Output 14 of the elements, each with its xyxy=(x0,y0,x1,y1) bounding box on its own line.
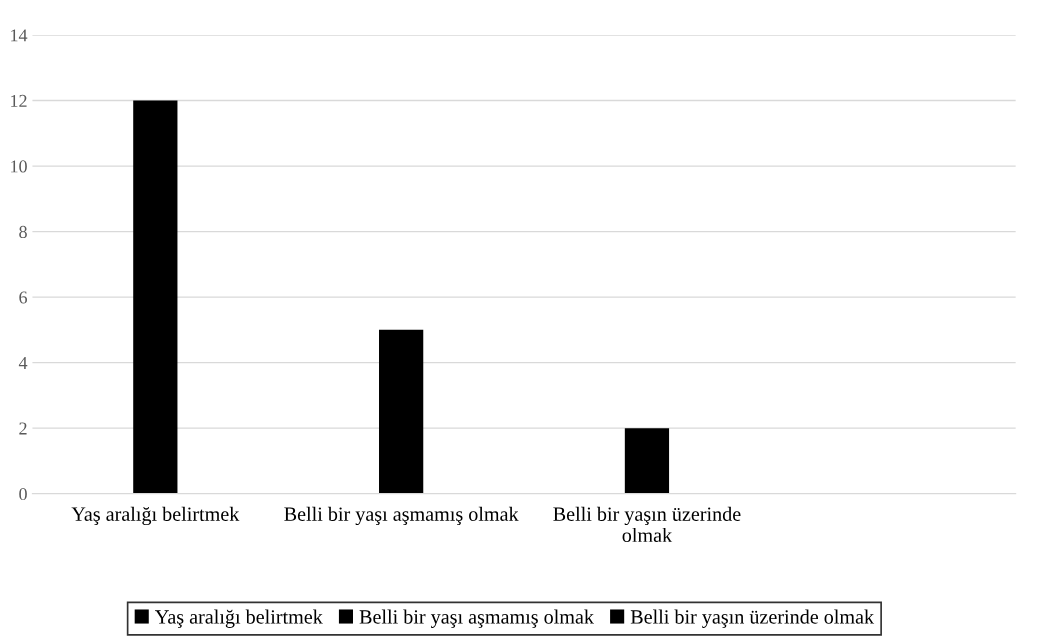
y-tick-label: 8 xyxy=(19,225,27,239)
x-tick-label: Belli bir yaşı aşmamış olmak xyxy=(284,506,519,526)
y-tick-label: 4 xyxy=(18,357,28,369)
legend-label: Belli bir yaşı aşmamış olmak xyxy=(359,609,594,628)
x-tick-label: Belli bir yaşın üzerinde olmak xyxy=(553,506,741,543)
y-tick-label: 0 xyxy=(19,487,27,501)
y-tick-label: 2 xyxy=(19,422,27,435)
y-tick-label: 10 xyxy=(11,160,27,173)
y-tick-label: 12 xyxy=(11,94,27,107)
y-tick-label: 6 xyxy=(19,291,28,304)
x-tick-label: Yaş aralığı belirtmek xyxy=(71,506,240,526)
legend-label: Yaş aralığı belirtmek xyxy=(155,609,323,628)
legend-label: Belli bir yaşın üzerinde olmak xyxy=(630,609,875,628)
y-tick-label: 14 xyxy=(11,29,28,42)
